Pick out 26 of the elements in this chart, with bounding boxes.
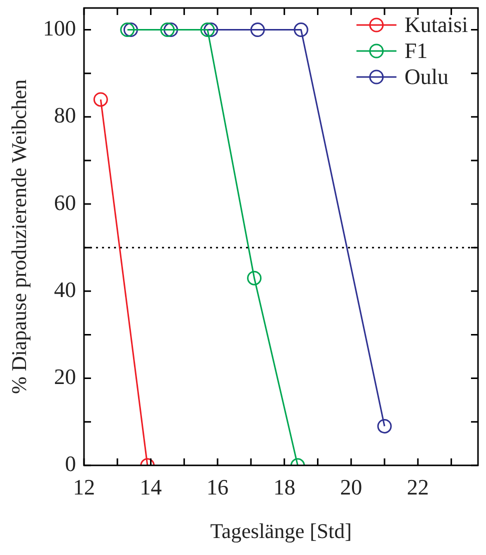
y-tick-label: 60 — [54, 190, 76, 215]
point — [164, 22, 178, 38]
y-tick-label: 40 — [54, 276, 76, 302]
point — [204, 22, 218, 38]
x-tick-label: 16 — [206, 474, 229, 500]
x-axis-title: Tageslänge [Std] — [210, 518, 352, 543]
y-tick-label: 80 — [54, 102, 76, 128]
point — [160, 22, 175, 38]
point — [120, 22, 135, 38]
point — [123, 22, 138, 38]
x-tick-label: 14 — [140, 474, 162, 500]
point — [200, 22, 215, 38]
x-tick-label: 20 — [340, 474, 362, 500]
x-tick-label: 18 — [273, 474, 296, 500]
legend-label: Kutaisi — [404, 12, 468, 37]
point — [93, 92, 108, 107]
x-tick-label: 12 — [73, 474, 95, 500]
y-axis-title: % Diapause produzierende Weibchen — [7, 78, 32, 394]
point — [250, 22, 265, 38]
y-tick-label: 20 — [54, 364, 76, 390]
legend-label: Oulu — [404, 64, 448, 89]
x-tick-label: 22 — [406, 474, 429, 500]
y-tick-label: 0 — [65, 451, 76, 476]
y-tick-label: 100 — [43, 16, 76, 41]
point — [294, 22, 308, 38]
legend-label: F1 — [404, 38, 428, 63]
